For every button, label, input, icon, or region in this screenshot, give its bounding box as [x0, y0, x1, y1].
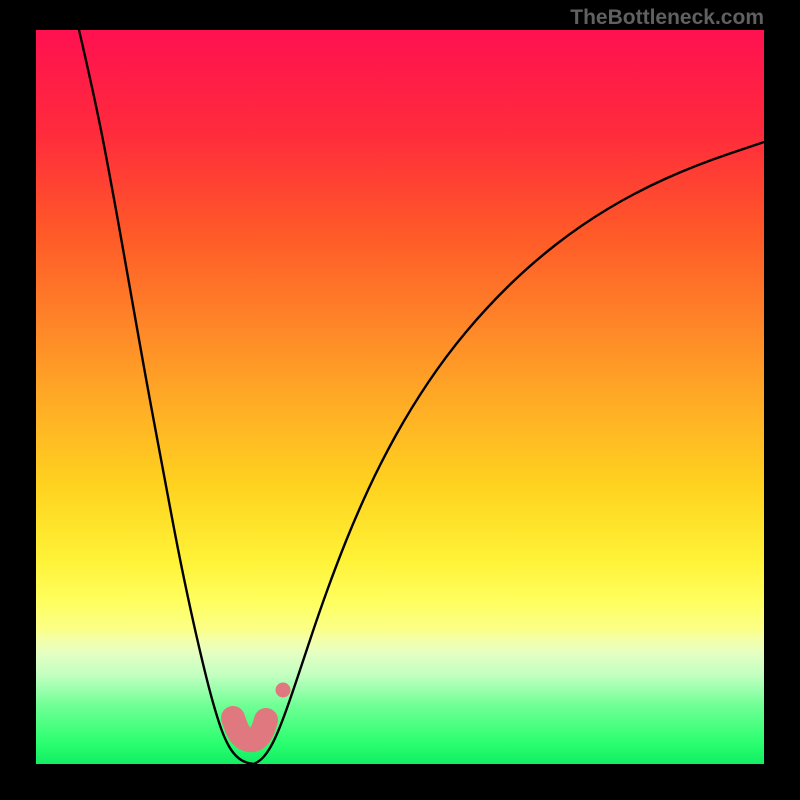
highlight-dot	[276, 683, 291, 698]
left-curve	[79, 30, 254, 764]
right-curve	[254, 142, 764, 764]
curves-layer	[36, 30, 764, 764]
watermark-text: TheBottleneck.com	[570, 6, 764, 30]
chart-canvas: TheBottleneck.com	[0, 0, 800, 800]
highlight-worm	[233, 718, 266, 740]
plot-area	[36, 30, 764, 764]
